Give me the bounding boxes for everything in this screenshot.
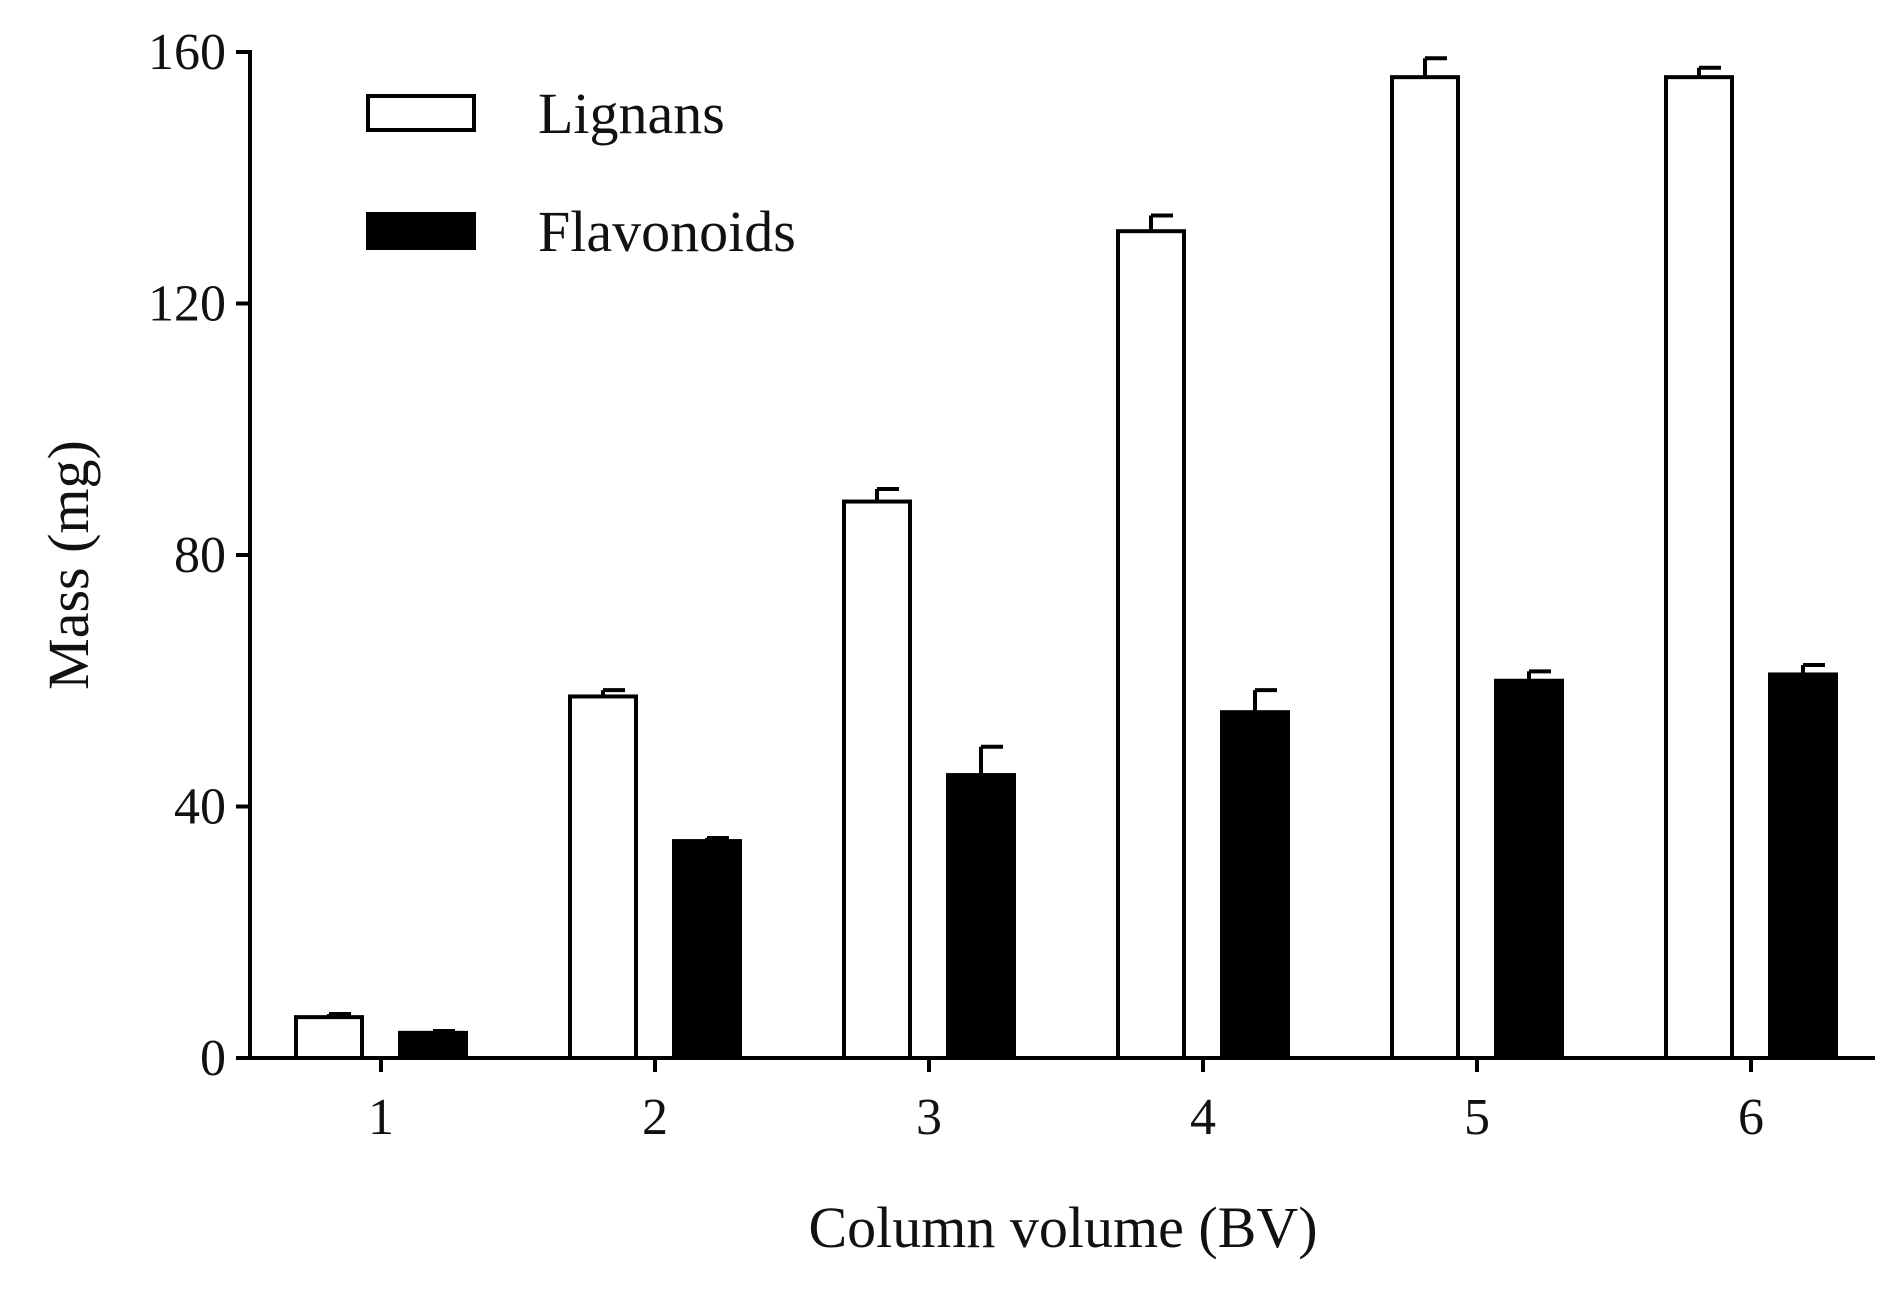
y-tick-label: 80 xyxy=(174,527,226,584)
error-bar-lignans-2 xyxy=(601,688,625,697)
error-bar-flavonoids-6 xyxy=(1801,663,1825,675)
x-tick-label: 6 xyxy=(1738,1089,1764,1146)
x-axis: 1 2 3 4 5 6 xyxy=(248,1056,1875,1146)
error-bar-lignans-5 xyxy=(1423,56,1447,78)
y-tick-label: 120 xyxy=(148,276,226,333)
legend: Lignans Flavonoids xyxy=(366,81,796,264)
error-bar-flavonoids-3 xyxy=(979,744,1003,776)
x-tick-label: 2 xyxy=(642,1089,668,1146)
y-axis: 0 40 80 120 160 xyxy=(148,24,252,1087)
error-bar-lignans-1 xyxy=(327,1011,351,1018)
y-tick-label: 40 xyxy=(174,779,226,836)
legend-swatch xyxy=(366,94,476,132)
bar-lignans-5 xyxy=(1390,75,1460,1060)
x-tick-label: 1 xyxy=(368,1089,394,1146)
plot-area: 0 40 80 120 160 1 2 3 4 5 6 xyxy=(148,24,1875,1146)
y-tick-label: 160 xyxy=(148,24,226,81)
bar-lignans-4 xyxy=(1116,229,1186,1061)
error-bar-lignans-3 xyxy=(875,486,899,502)
error-bars-group xyxy=(327,56,1825,1033)
error-bar-flavonoids-2 xyxy=(705,835,729,842)
bar-flavonoids-4 xyxy=(1220,710,1290,1060)
bar-flavonoids-6 xyxy=(1768,672,1838,1061)
y-tick-label: 0 xyxy=(200,1030,226,1087)
bar-lignans-3 xyxy=(842,499,912,1060)
error-bar-flavonoids-5 xyxy=(1527,669,1551,681)
bar-flavonoids-2 xyxy=(672,839,742,1060)
y-axis-title: Mass (mg) xyxy=(36,440,101,690)
legend-label: Lignans xyxy=(538,81,725,146)
legend-swatch xyxy=(366,212,476,250)
legend-item-lignans: Lignans xyxy=(366,81,725,146)
bars-group xyxy=(294,75,1838,1061)
x-axis-title: Column volume (BV) xyxy=(808,1195,1317,1260)
x-tick-label: 5 xyxy=(1464,1089,1490,1146)
bar-flavonoids-3 xyxy=(946,773,1016,1060)
bar-lignans-1 xyxy=(294,1015,364,1060)
error-bar-flavonoids-1 xyxy=(431,1028,455,1033)
legend-label: Flavonoids xyxy=(538,199,796,264)
x-tick-label: 3 xyxy=(916,1089,942,1146)
error-bar-flavonoids-4 xyxy=(1253,688,1277,713)
bar-flavonoids-1 xyxy=(398,1030,468,1060)
bar-lignans-2 xyxy=(568,694,638,1060)
error-bar-lignans-4 xyxy=(1149,213,1173,232)
x-tick-label: 4 xyxy=(1190,1089,1216,1146)
error-bar-lignans-6 xyxy=(1697,65,1721,78)
bar-lignans-6 xyxy=(1664,75,1734,1060)
legend-item-flavonoids: Flavonoids xyxy=(366,199,796,264)
bar-flavonoids-5 xyxy=(1494,678,1564,1060)
